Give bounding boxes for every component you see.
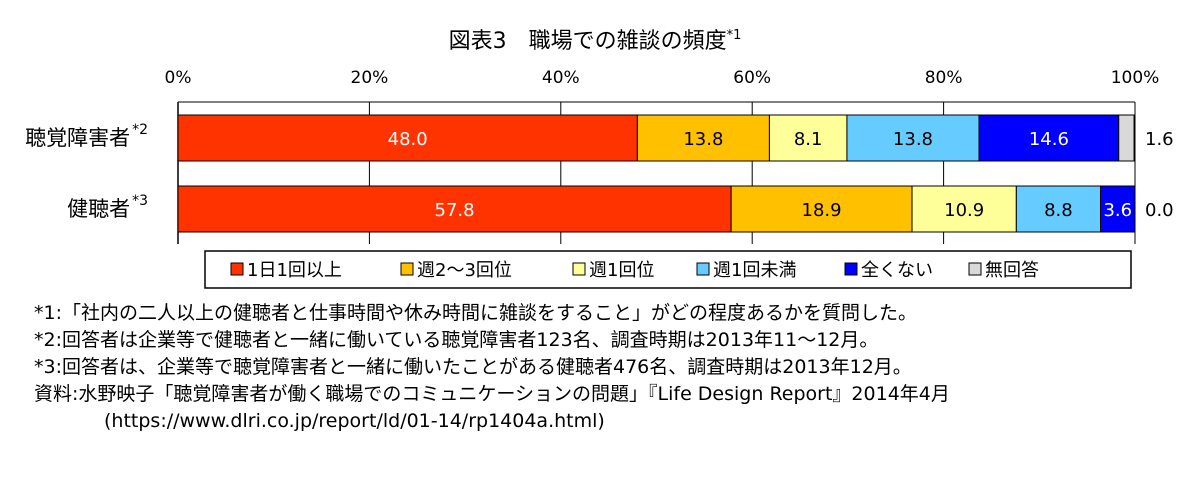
x-tick-label: 40% bbox=[542, 68, 580, 88]
footnote-2: *2:回答者は企業等で健聴者と一緒に働いている聴覚障害者123名、調査時期は20… bbox=[34, 329, 879, 351]
bar-segment bbox=[1118, 114, 1135, 162]
footnote-1: *1:「社内の二人以上の健聴者と仕事時間や休み時間に雑談をすること」がどの程度あ… bbox=[34, 302, 917, 324]
chart-title: 図表3 職場での雑談の頻度*1 bbox=[449, 28, 742, 54]
category-label: 聴覚障害者 *2 bbox=[25, 122, 148, 150]
legend-swatch bbox=[400, 262, 414, 276]
legend-swatch bbox=[230, 262, 244, 276]
data-label: 1.6 bbox=[1145, 129, 1174, 150]
legend-swatch bbox=[968, 262, 982, 276]
bar-segment bbox=[730, 185, 913, 233]
data-label: 18.9 bbox=[802, 200, 842, 221]
legend-swatch bbox=[844, 262, 858, 276]
footnotes: *1:「社内の二人以上の健聴者と仕事時間や休み時間に雑談をすること」がどの程度あ… bbox=[34, 300, 950, 435]
source-url: (https://www.dlri.co.jp/report/ld/01-14/… bbox=[104, 410, 605, 432]
legend-label: 週1回未満 bbox=[713, 260, 796, 281]
legend-swatch bbox=[572, 262, 586, 276]
legend-label: 1日1回以上 bbox=[247, 260, 342, 281]
data-label: 13.8 bbox=[683, 129, 723, 150]
data-label: 3.6 bbox=[1103, 200, 1132, 221]
data-label: 10.9 bbox=[944, 200, 984, 221]
legend-label: 週2～3回位 bbox=[417, 260, 512, 281]
x-tick-label: 100% bbox=[1111, 68, 1160, 88]
x-tick-label: 80% bbox=[925, 68, 963, 88]
stacked-bar-chart: 図表3 職場での雑談の頻度*1 0% 20% 40% 60% 80% 100% 聴覚障害者 *2… bbox=[25, 28, 1174, 289]
footnote-3: *3:回答者は、企業等で聴覚障害者と一緒に働いたことがある健聴者476名、調査時… bbox=[34, 356, 912, 378]
source-note: 資料:水野映子「聴覚障害者が働く職場でのコミュニケーションの問題」『Life D… bbox=[34, 383, 950, 405]
data-label: 8.1 bbox=[794, 129, 823, 150]
legend-label: 無回答 bbox=[985, 260, 1039, 281]
x-tick-label: 0% bbox=[165, 68, 192, 88]
legend-label: 週1回位 bbox=[589, 260, 654, 281]
legend-swatch bbox=[696, 262, 710, 276]
bar-segment bbox=[1015, 185, 1102, 233]
data-label: 14.6 bbox=[1029, 129, 1069, 150]
bar-segment bbox=[636, 114, 770, 162]
x-tick-label: 60% bbox=[733, 68, 771, 88]
category-label: 健聴者 *3 bbox=[67, 193, 148, 221]
data-label: 8.8 bbox=[1044, 200, 1073, 221]
data-label: 0.0 bbox=[1145, 200, 1174, 221]
x-tick-label: 20% bbox=[351, 68, 389, 88]
bar-segment bbox=[177, 185, 732, 233]
data-label: 13.8 bbox=[893, 129, 933, 150]
data-label: 57.8 bbox=[435, 200, 475, 221]
legend-label: 全くない bbox=[861, 260, 933, 281]
bar-segment bbox=[1100, 185, 1136, 233]
data-label: 48.0 bbox=[388, 129, 428, 150]
bar-segment bbox=[177, 114, 638, 162]
bar-segment bbox=[911, 185, 1017, 233]
